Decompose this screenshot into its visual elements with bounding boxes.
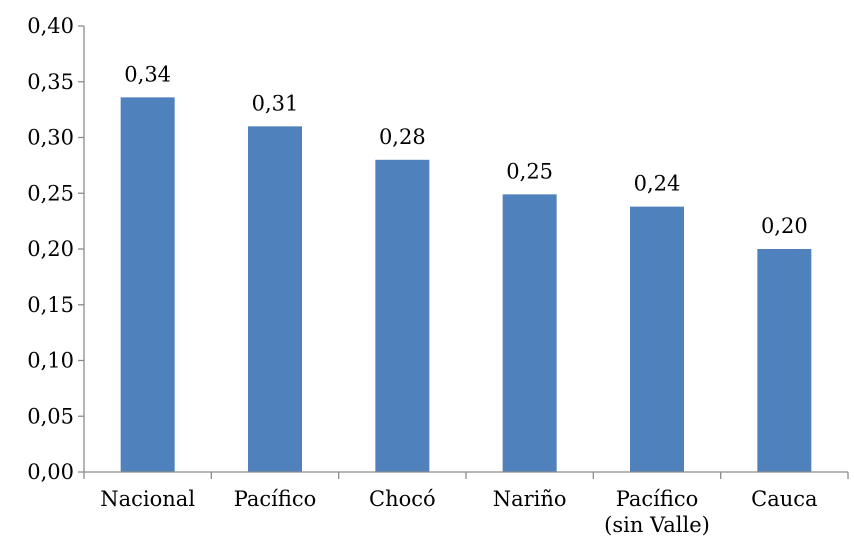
- y-axis-ticks: 0,00 0,05 0,10 0,15 0,20 0,25 0,30 0,35 0,40: [27, 14, 84, 484]
- category-labels: Nacional Pacífico Chocó Nariño Pacífico(sin …: [100, 487, 817, 537]
- y-tick-label: 0,20: [27, 237, 74, 261]
- data-label: 0,34: [124, 62, 171, 86]
- y-tick-label: 0,15: [27, 293, 74, 317]
- x-axis-ticks: [83, 472, 849, 479]
- y-tick-label: 0,05: [27, 404, 74, 428]
- category-label: Cauca: [751, 487, 817, 511]
- category-label: Nariño: [493, 487, 567, 511]
- bars: [120, 97, 812, 473]
- bar: [502, 194, 557, 473]
- data-label: 0,31: [252, 91, 299, 115]
- data-label: 0,25: [506, 159, 553, 183]
- bar: [248, 126, 302, 472]
- bar: [630, 206, 684, 472]
- y-tick-label: 0,40: [27, 14, 74, 38]
- y-tick-label: 0,00: [27, 460, 74, 484]
- category-label: Nacional: [100, 487, 195, 511]
- y-tick-label: 0,25: [27, 181, 74, 205]
- data-label: 0,20: [761, 214, 808, 238]
- data-label: 0,28: [379, 125, 426, 149]
- y-tick-label: 0,30: [27, 126, 74, 150]
- category-label: (sin Valle): [604, 513, 710, 537]
- bar: [375, 159, 430, 473]
- category-label: Pacífico: [234, 487, 317, 511]
- category-label: Pacífico: [616, 487, 699, 511]
- y-tick-label: 0,35: [27, 70, 74, 94]
- y-tick-label: 0,10: [27, 349, 74, 373]
- data-label: 0,24: [634, 172, 681, 196]
- category-label: Chocó: [369, 487, 436, 511]
- bar: [120, 97, 175, 473]
- data-labels: 0,34 0,31 0,28 0,25 0,24 0,20: [124, 62, 807, 238]
- bar: [757, 249, 812, 472]
